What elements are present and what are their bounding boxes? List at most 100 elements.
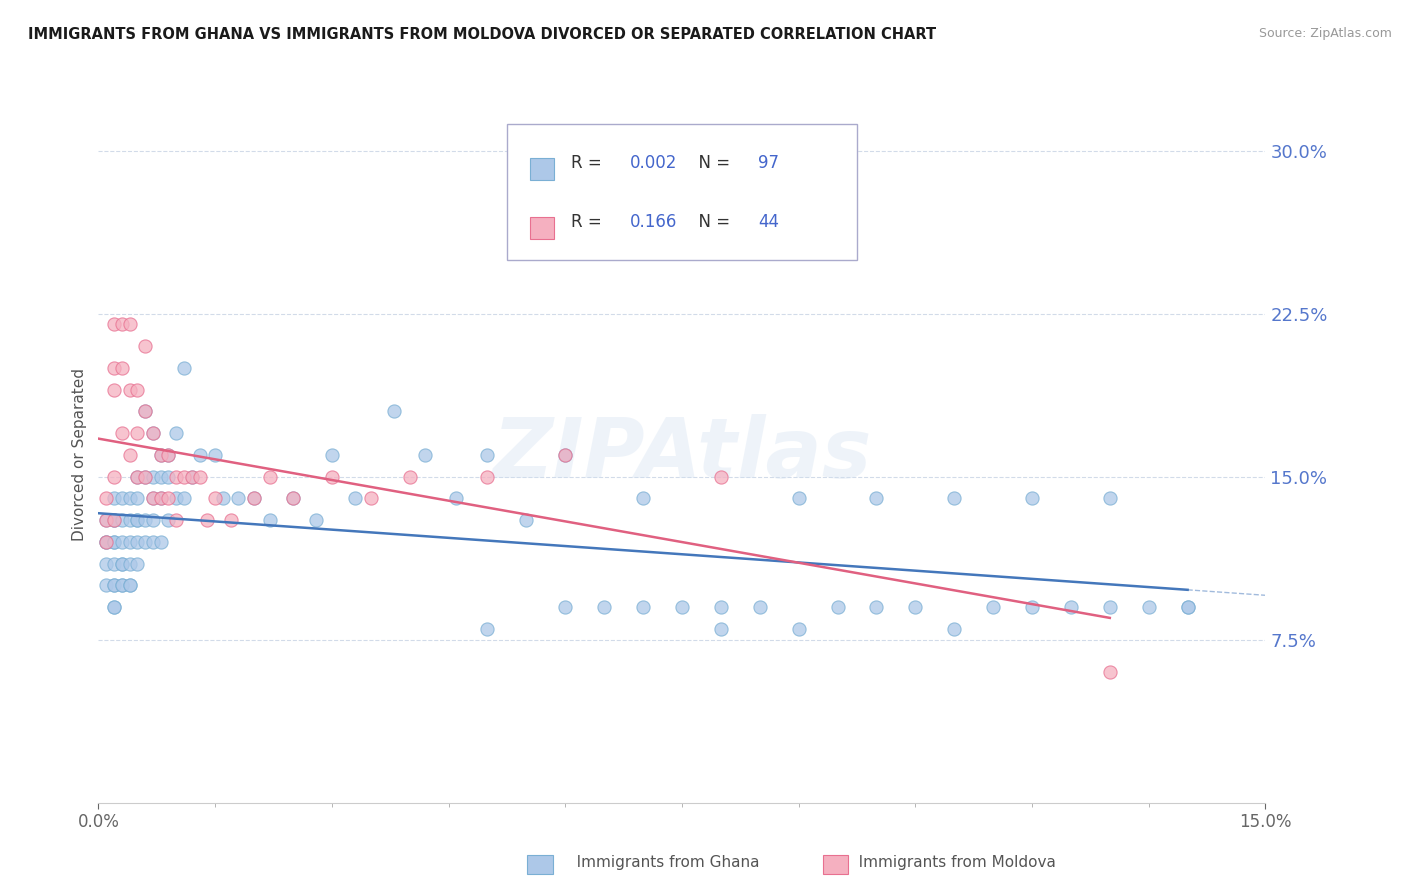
Point bbox=[118, 383, 141, 397]
Point bbox=[127, 513, 149, 527]
Text: R =: R = bbox=[571, 153, 607, 171]
Point bbox=[188, 469, 211, 483]
Text: 0.166: 0.166 bbox=[630, 213, 676, 231]
Point bbox=[111, 513, 134, 527]
Point bbox=[103, 360, 125, 375]
Point bbox=[142, 469, 165, 483]
Point bbox=[111, 491, 134, 506]
Point bbox=[118, 534, 141, 549]
Point bbox=[103, 578, 125, 592]
Point bbox=[398, 469, 420, 483]
Point bbox=[149, 491, 172, 506]
Point bbox=[165, 513, 187, 527]
Point bbox=[228, 491, 250, 506]
Point bbox=[281, 491, 304, 506]
Point bbox=[127, 469, 149, 483]
Point bbox=[631, 600, 654, 615]
Point bbox=[710, 600, 733, 615]
Point bbox=[103, 513, 125, 527]
Point bbox=[593, 600, 616, 615]
Point bbox=[1098, 665, 1121, 680]
Point bbox=[477, 622, 499, 636]
FancyBboxPatch shape bbox=[530, 158, 554, 180]
Point bbox=[157, 491, 180, 506]
Point bbox=[103, 534, 125, 549]
Point bbox=[865, 491, 887, 506]
Point bbox=[554, 448, 576, 462]
Point bbox=[118, 448, 141, 462]
Point bbox=[127, 557, 149, 571]
Text: Source: ZipAtlas.com: Source: ZipAtlas.com bbox=[1258, 27, 1392, 40]
Point bbox=[219, 513, 242, 527]
Point bbox=[710, 469, 733, 483]
Text: Immigrants from Ghana: Immigrants from Ghana bbox=[562, 855, 759, 870]
Point bbox=[96, 513, 118, 527]
Point bbox=[103, 578, 125, 592]
Point bbox=[134, 534, 156, 549]
Point bbox=[127, 469, 149, 483]
Point bbox=[103, 513, 125, 527]
Point bbox=[111, 578, 134, 592]
Point bbox=[118, 318, 141, 332]
Point bbox=[321, 469, 343, 483]
Text: 44: 44 bbox=[758, 213, 779, 231]
Point bbox=[111, 534, 134, 549]
Point bbox=[96, 534, 118, 549]
Point bbox=[195, 513, 218, 527]
Point bbox=[281, 491, 304, 506]
Point bbox=[111, 557, 134, 571]
Point bbox=[554, 600, 576, 615]
Point bbox=[149, 448, 172, 462]
Point bbox=[96, 534, 118, 549]
Point bbox=[118, 513, 141, 527]
Point bbox=[142, 491, 165, 506]
Text: N =: N = bbox=[688, 153, 735, 171]
Point bbox=[173, 360, 195, 375]
Text: N =: N = bbox=[688, 213, 735, 231]
Point bbox=[382, 404, 405, 418]
Point bbox=[134, 469, 156, 483]
Point bbox=[103, 318, 125, 332]
Point bbox=[127, 426, 149, 441]
FancyBboxPatch shape bbox=[530, 217, 554, 239]
Point bbox=[127, 491, 149, 506]
FancyBboxPatch shape bbox=[508, 124, 856, 260]
Point bbox=[827, 600, 849, 615]
Point bbox=[134, 404, 156, 418]
Point bbox=[165, 426, 187, 441]
Point bbox=[180, 469, 202, 483]
Point bbox=[180, 469, 202, 483]
Point bbox=[787, 622, 810, 636]
Point bbox=[103, 557, 125, 571]
Point bbox=[103, 534, 125, 549]
Point bbox=[142, 513, 165, 527]
Point bbox=[118, 578, 141, 592]
Point bbox=[173, 469, 195, 483]
Point bbox=[103, 513, 125, 527]
Point bbox=[943, 622, 966, 636]
Point bbox=[1098, 491, 1121, 506]
Point bbox=[142, 534, 165, 549]
Point bbox=[188, 448, 211, 462]
Point bbox=[142, 426, 165, 441]
Point bbox=[103, 600, 125, 615]
Point bbox=[173, 491, 195, 506]
Point bbox=[96, 534, 118, 549]
Point bbox=[1177, 600, 1199, 615]
Point bbox=[118, 491, 141, 506]
Text: 0.002: 0.002 bbox=[630, 153, 676, 171]
Point bbox=[96, 578, 118, 592]
Point bbox=[165, 491, 187, 506]
Point bbox=[157, 513, 180, 527]
Point bbox=[554, 448, 576, 462]
Point bbox=[1098, 600, 1121, 615]
Point bbox=[111, 578, 134, 592]
Point bbox=[111, 557, 134, 571]
Point bbox=[134, 404, 156, 418]
Text: R =: R = bbox=[571, 213, 607, 231]
Point bbox=[212, 491, 235, 506]
Point bbox=[103, 383, 125, 397]
Point bbox=[243, 491, 266, 506]
Point bbox=[134, 513, 156, 527]
Point bbox=[96, 491, 118, 506]
